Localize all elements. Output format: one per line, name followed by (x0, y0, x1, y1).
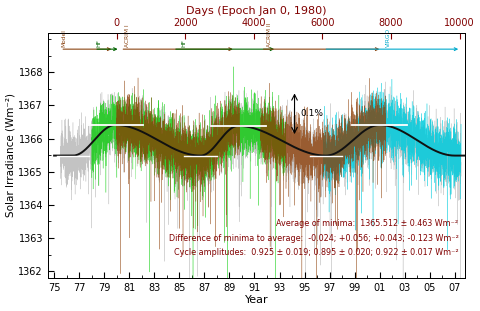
Text: VIRGO: VIRGO (385, 28, 390, 48)
Text: 0.1%: 0.1% (300, 109, 323, 118)
Text: Cycle amplitudes:  0.925 ± 0.019; 0.895 ± 0.020; 0.922 ± 0.017 Wm⁻²: Cycle amplitudes: 0.925 ± 0.019; 0.895 ±… (174, 248, 457, 258)
Y-axis label: Solar Irradiance (Wm⁻²): Solar Irradiance (Wm⁻²) (6, 93, 15, 217)
Text: HF: HF (96, 39, 101, 48)
Text: HF: HF (181, 39, 186, 48)
X-axis label: Year: Year (244, 295, 267, 305)
X-axis label: Days (Epoch Jan 0, 1980): Days (Epoch Jan 0, 1980) (186, 6, 326, 16)
Text: Average of minima:  1365.512 ± 0.463 Wm⁻²: Average of minima: 1365.512 ± 0.463 Wm⁻² (276, 219, 457, 228)
Text: Model: Model (61, 30, 66, 48)
Text: Difference of minima to average:  -0.024; +0.056; +0.043; -0.123 Wm⁻²: Difference of minima to average: -0.024;… (168, 234, 457, 243)
Text: ACRIM II: ACRIM II (266, 23, 271, 48)
Text: ACRIM I: ACRIM I (125, 25, 130, 48)
